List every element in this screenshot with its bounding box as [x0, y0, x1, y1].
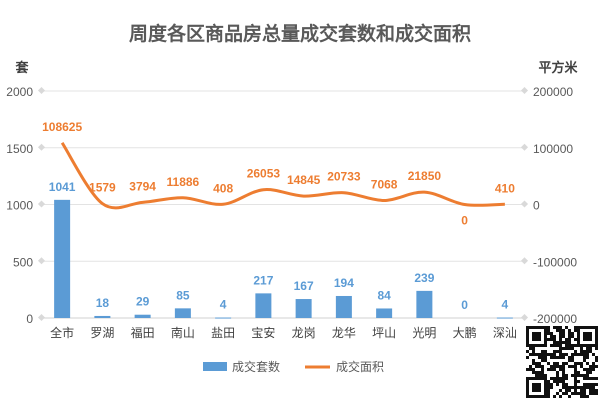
left-tick-label: 500 [13, 255, 33, 269]
line-value-label: 108625 [42, 120, 82, 134]
right-tick-marker [520, 86, 529, 95]
bar [215, 317, 232, 319]
category-label: 福田 [131, 325, 155, 340]
bar [54, 199, 71, 318]
right-tick-label: 100000 [533, 142, 573, 156]
right-tick-marker [520, 313, 529, 322]
bar-value-label: 4 [220, 298, 227, 312]
bar [416, 290, 433, 318]
line-value-label: 11886 [167, 175, 200, 189]
category-label: 全市 [50, 325, 74, 340]
category-label: 深汕 [493, 326, 517, 340]
bar [94, 315, 111, 318]
line-value-label: 0 [461, 214, 468, 228]
legend-line-label: 成交面积 [336, 359, 384, 374]
legend: 成交套数 成交面积 [203, 359, 384, 374]
bar-value-label: 194 [334, 276, 354, 290]
category-label: 坪山 [372, 326, 396, 340]
bar-value-label: 18 [96, 296, 110, 310]
bar-value-label: 1041 [49, 180, 76, 194]
line-value-label: 14845 [287, 173, 321, 187]
bar-value-label: 85 [176, 288, 190, 302]
right-tick-label: 0 [533, 199, 540, 213]
line-value-label: 7068 [371, 177, 398, 191]
right-tick-label: 200000 [533, 85, 573, 99]
qr-finder [577, 326, 598, 347]
category-label: 光明 [412, 326, 436, 340]
line-value-label: 410 [495, 181, 515, 195]
chart-title: 周度各区商品房总量成交套数和成交面积 [129, 22, 471, 45]
line-value-label: 20733 [327, 170, 361, 184]
left-tick-marker [37, 86, 46, 95]
bar [134, 314, 151, 318]
bar-value-label: 239 [414, 271, 434, 285]
bar [174, 308, 191, 318]
category-label: 龙华 [332, 326, 356, 340]
bar [496, 317, 513, 319]
bar-value-label: 84 [377, 288, 391, 302]
right-tick-marker [520, 143, 529, 151]
line-value-label: 408 [213, 181, 233, 195]
bar [335, 295, 352, 318]
right-tick-marker [520, 257, 529, 265]
bar [376, 308, 393, 318]
line-value-label: 26053 [247, 167, 281, 181]
legend-bar-label: 成交套数 [232, 359, 280, 374]
category-label: 盐田 [211, 326, 235, 340]
qr-finder [526, 377, 547, 398]
left-axis-label: 套 [14, 60, 29, 75]
left-tick-marker [37, 313, 46, 322]
bar-value-label: 0 [461, 298, 468, 312]
right-tick-label: -100000 [533, 255, 577, 269]
bar-value-label: 4 [502, 298, 509, 312]
right-axis-label: 平方米 [538, 60, 578, 75]
qr-finder [526, 326, 547, 347]
bar-value-label: 167 [294, 279, 314, 293]
line-value-label: 21850 [408, 169, 442, 183]
right-tick-label: -200000 [533, 312, 577, 326]
line-value-label: 3794 [129, 179, 156, 193]
category-label: 罗湖 [90, 325, 114, 340]
legend-bar-swatch [203, 362, 227, 371]
line-value-label: 1579 [89, 181, 116, 195]
qr-code [524, 324, 600, 400]
category-label: 大鹏 [453, 326, 477, 340]
bar [295, 299, 312, 318]
left-tick-label: 1500 [6, 142, 33, 156]
bar-value-label: 29 [136, 295, 150, 309]
right-tick-marker [520, 200, 529, 208]
left-tick-label: 2000 [6, 85, 33, 99]
left-tick-marker [37, 143, 46, 151]
left-tick-marker [37, 257, 46, 265]
line-series [60, 142, 505, 210]
left-tick-label: 1000 [6, 199, 33, 213]
category-label: 南山 [171, 325, 195, 340]
bar-value-label: 217 [253, 273, 273, 287]
bar [255, 293, 272, 318]
category-label: 龙岗 [292, 326, 316, 340]
left-tick-label: 0 [26, 312, 33, 326]
category-label: 宝安 [251, 325, 275, 340]
left-tick-marker [37, 200, 46, 208]
